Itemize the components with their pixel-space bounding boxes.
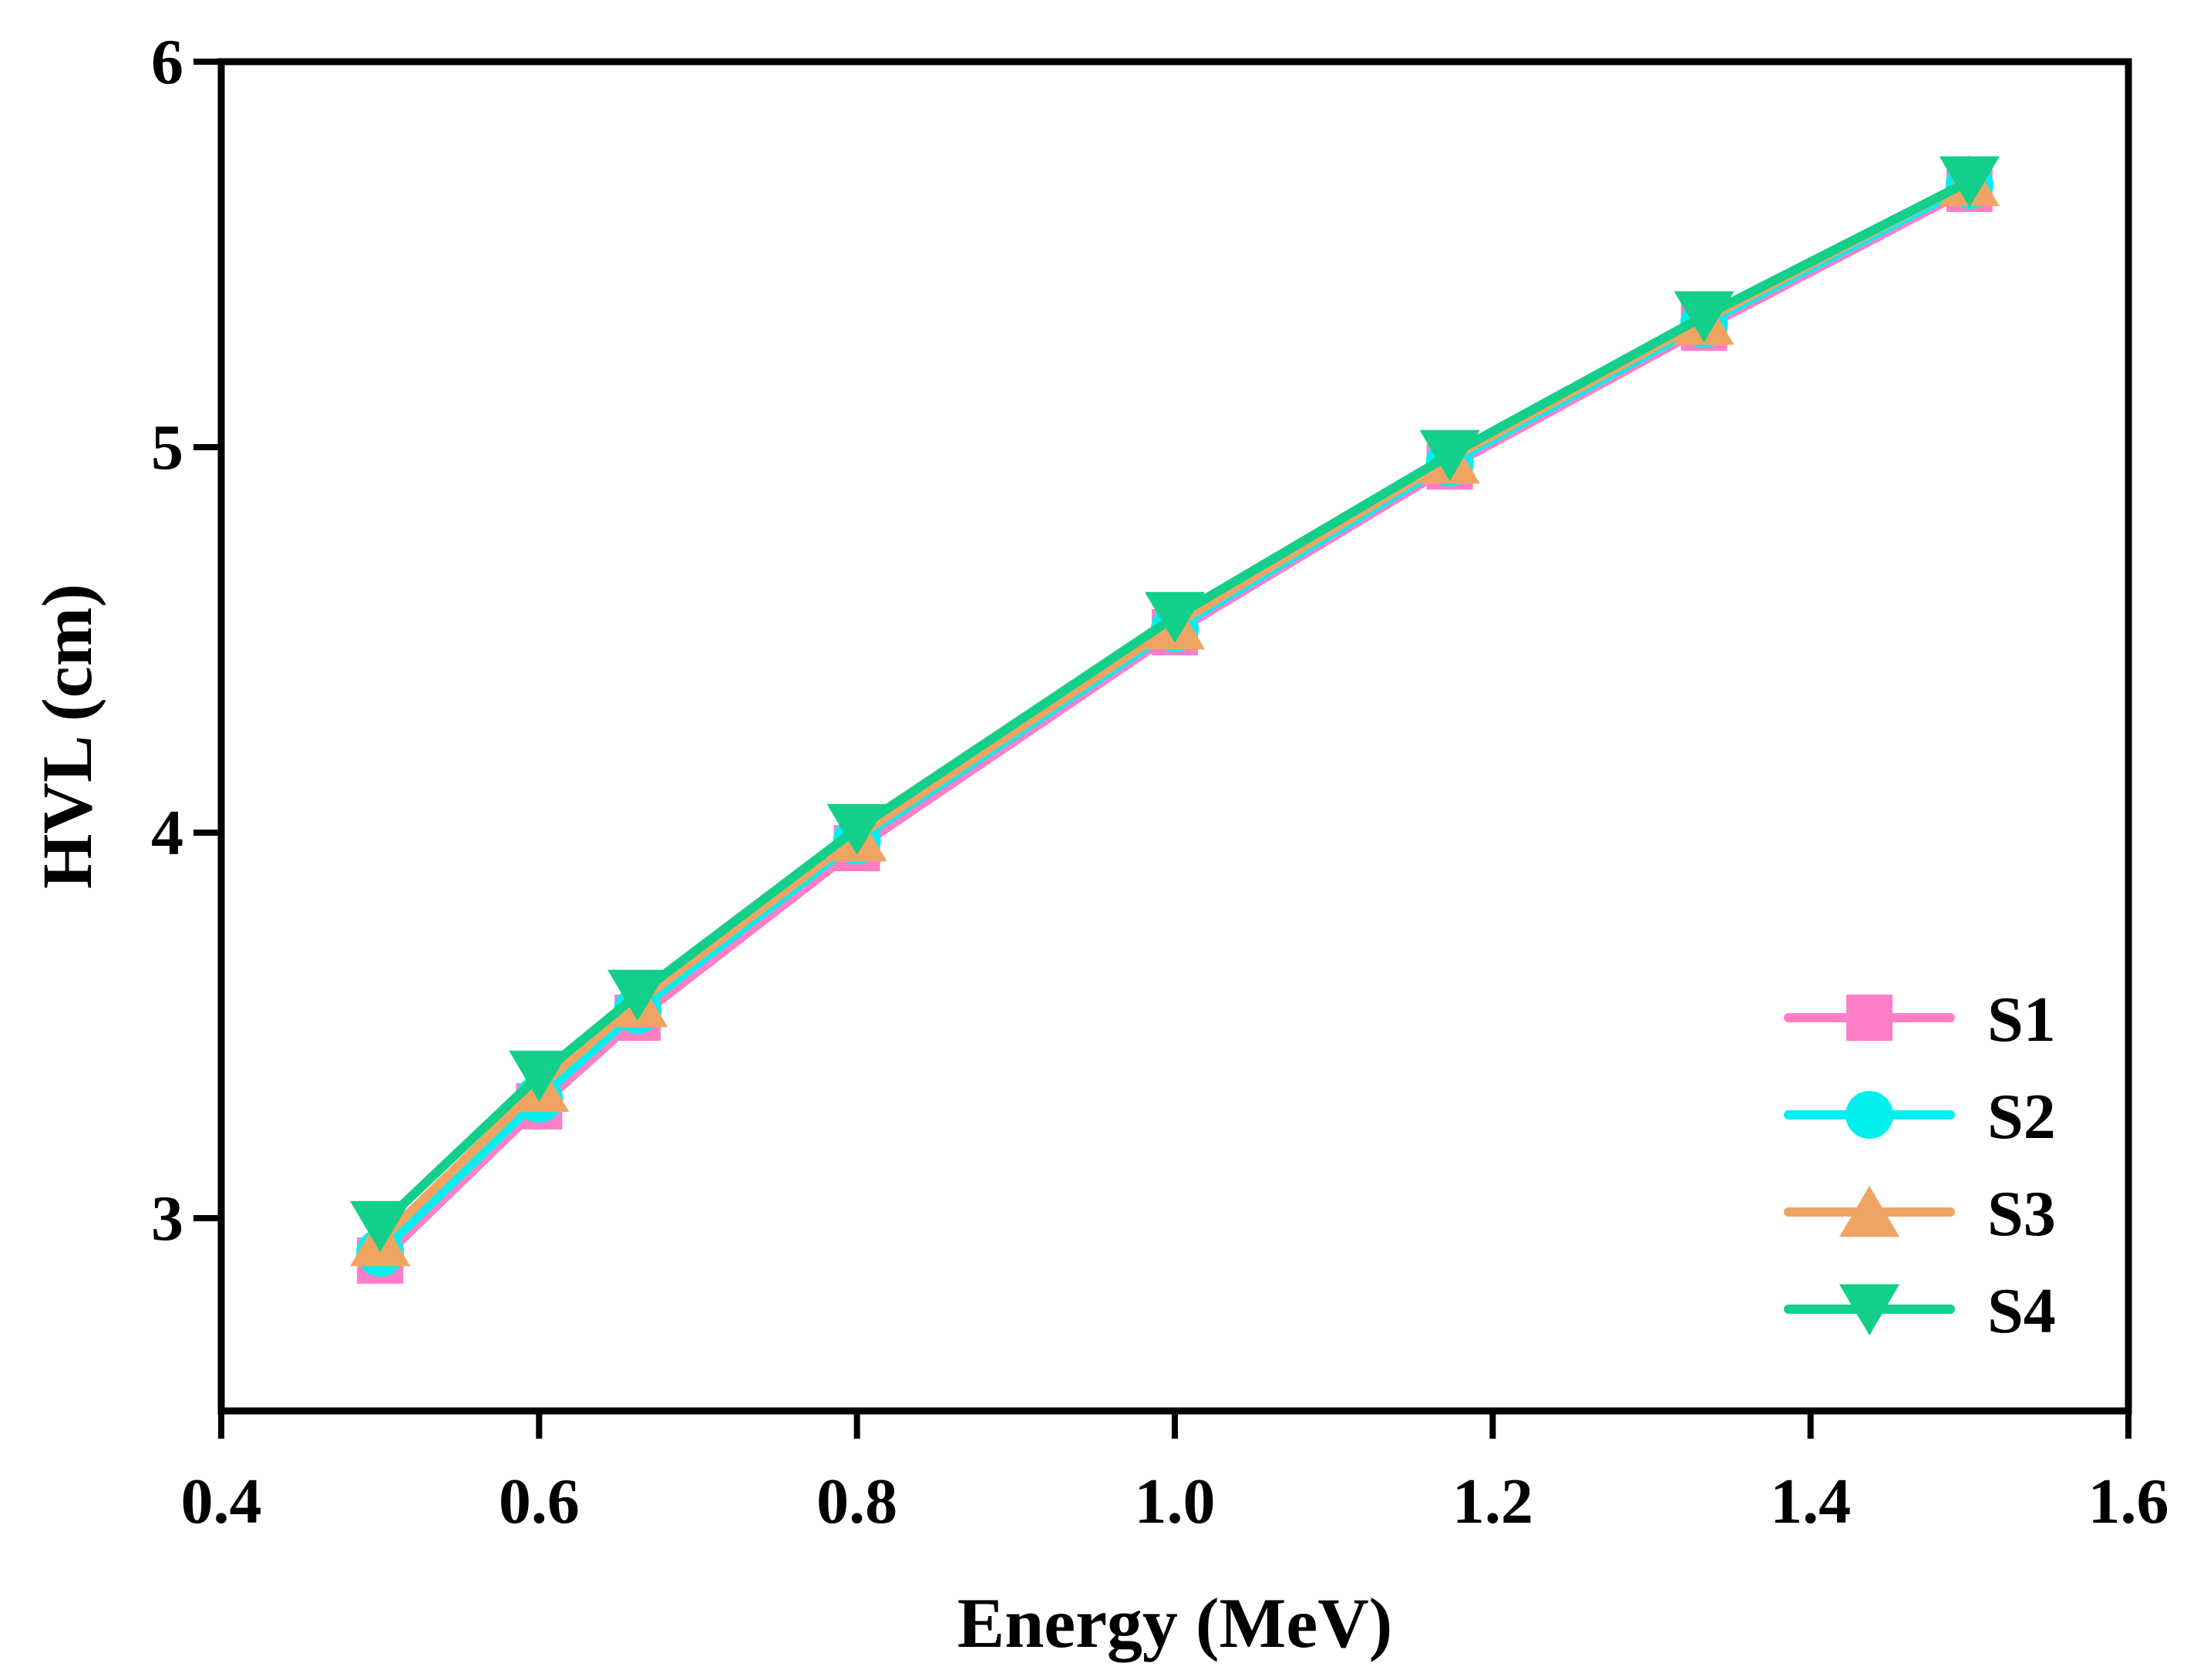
legend-item-s1: S1 <box>1784 984 2056 1055</box>
data-point-s4 <box>1939 156 2000 207</box>
legend-label: S3 <box>1987 1178 2056 1250</box>
data-point-s4 <box>350 1200 411 1252</box>
x-tick-label: 1.2 <box>1452 1466 1533 1537</box>
y-tick-label: 6 <box>151 26 183 98</box>
x-axis-label: Energy (MeV) <box>957 1584 1393 1662</box>
legend-item-s4: S4 <box>1784 1275 2056 1347</box>
series-s4 <box>350 156 2000 1252</box>
data-point-s4 <box>826 803 887 855</box>
legend-marker <box>1845 1091 1893 1139</box>
tick-layer: 0.4 0.6 0.8 1.0 1.2 1.4 1.6 3 4 5 6 <box>151 26 2169 1537</box>
x-tick-label: 0.4 <box>181 1466 262 1537</box>
y-tick-label: 4 <box>151 797 183 869</box>
data-point-s4 <box>1419 429 1480 481</box>
legend-item-s3: S3 <box>1784 1178 2056 1250</box>
x-tick-label: 0.6 <box>499 1466 580 1537</box>
y-axis-label: HVL (cm) <box>28 584 106 889</box>
data-point-s4 <box>1144 591 1206 643</box>
series-layer <box>350 155 2000 1284</box>
legend-marker <box>1846 995 1893 1041</box>
legend-marker <box>1839 1284 1900 1335</box>
x-tick-label: 1.0 <box>1135 1466 1216 1537</box>
x-tick-label: 0.8 <box>816 1466 897 1537</box>
x-tick-label: 1.4 <box>1770 1466 1851 1537</box>
y-tick-label: 3 <box>151 1183 183 1254</box>
legend-label: S4 <box>1987 1275 2056 1347</box>
data-point-s4 <box>1674 291 1734 342</box>
legend: S1 S2 S3 S4 <box>1784 984 2056 1347</box>
y-tick-label: 5 <box>151 412 183 483</box>
data-point-s4 <box>509 1050 570 1102</box>
x-tick-label: 1.6 <box>2088 1466 2169 1537</box>
legend-label: S1 <box>1987 984 2056 1055</box>
legend-marker <box>1839 1186 1900 1237</box>
legend-item-s2: S2 <box>1784 1081 2056 1153</box>
data-point-s4 <box>607 969 668 1021</box>
legend-label: S2 <box>1987 1081 2056 1153</box>
